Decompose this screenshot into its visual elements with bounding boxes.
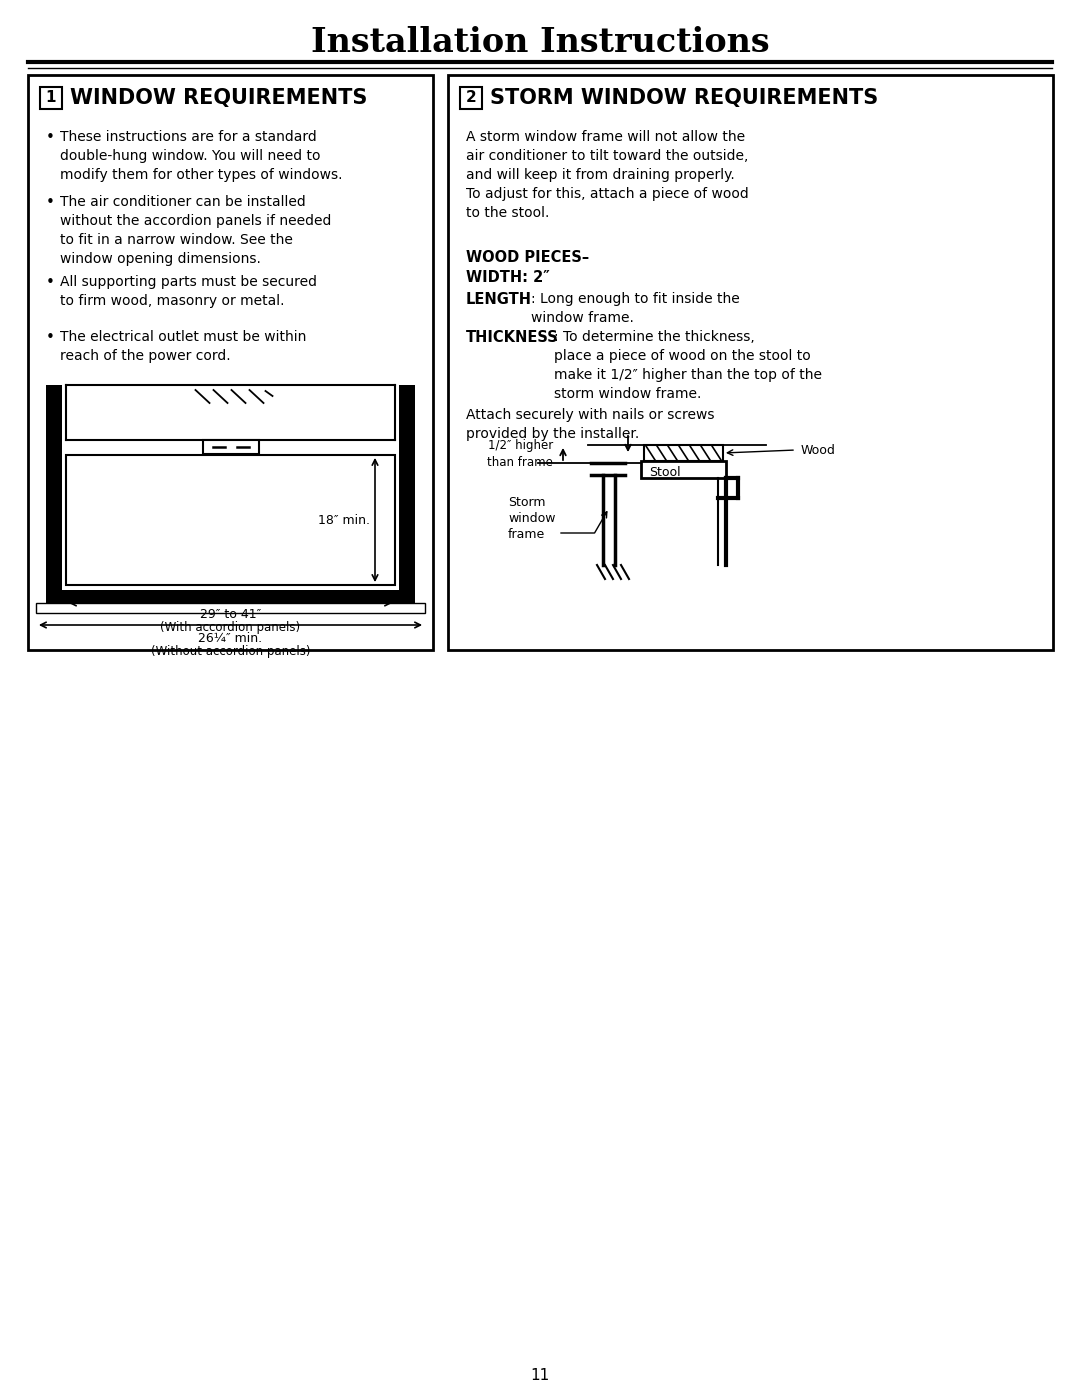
Text: WOOD PIECES–: WOOD PIECES–	[465, 250, 589, 265]
Bar	[46, 590, 415, 604]
Text: WINDOW REQUIREMENTS: WINDOW REQUIREMENTS	[70, 88, 367, 108]
Text: LENGTH: LENGTH	[465, 292, 532, 307]
Text: 11: 11	[530, 1368, 550, 1383]
Text: Installation Instructions: Installation Instructions	[311, 25, 769, 59]
Text: Stool: Stool	[649, 467, 680, 479]
Text: 1/2″ higher
than frame: 1/2″ higher than frame	[487, 440, 553, 468]
Text: The electrical outlet must be within
reach of the power cord.: The electrical outlet must be within rea…	[60, 330, 307, 363]
Text: (Without accordion panels): (Without accordion panels)	[151, 645, 310, 658]
Text: •: •	[46, 330, 55, 345]
Text: Wood: Wood	[801, 443, 836, 457]
Bar	[644, 446, 723, 461]
Text: WIDTH: 2″: WIDTH: 2″	[465, 270, 550, 285]
Text: STORM WINDOW REQUIREMENTS: STORM WINDOW REQUIREMENTS	[490, 88, 878, 108]
Text: 26¼″ min.: 26¼″ min.	[199, 633, 262, 645]
Text: These instructions are for a standard
double-hung window. You will need to
modif: These instructions are for a standard do…	[60, 130, 342, 182]
Text: The air conditioner can be installed
without the accordion panels if needed
to f: The air conditioner can be installed wit…	[60, 196, 332, 265]
Text: 1: 1	[45, 91, 56, 106]
Text: (With accordion panels): (With accordion panels)	[161, 622, 300, 634]
Text: All supporting parts must be secured
to firm wood, masonry or metal.: All supporting parts must be secured to …	[60, 275, 318, 307]
Text: A storm window frame will not allow the
air conditioner to tilt toward the outsi: A storm window frame will not allow the …	[465, 130, 748, 219]
Text: THICKNESS: THICKNESS	[465, 330, 558, 345]
Text: Storm
window
frame: Storm window frame	[508, 496, 555, 541]
Bar	[448, 75, 1053, 650]
Bar	[66, 455, 395, 585]
Text: •: •	[46, 196, 55, 210]
Bar	[40, 87, 62, 109]
Text: : Long enough to fit inside the
window frame.: : Long enough to fit inside the window f…	[531, 292, 740, 326]
Text: 29″ to 41″: 29″ to 41″	[200, 609, 261, 622]
Text: 18″ min.: 18″ min.	[318, 514, 370, 527]
Text: : To determine the thickness,
place a piece of wood on the stool to
make it 1/2″: : To determine the thickness, place a pi…	[554, 330, 822, 401]
Bar	[28, 75, 433, 650]
Bar	[642, 461, 726, 478]
Bar	[203, 440, 258, 454]
Bar	[460, 87, 482, 109]
Bar	[399, 386, 415, 590]
Text: Attach securely with nails or screws
provided by the installer.: Attach securely with nails or screws pro…	[465, 408, 715, 441]
Bar	[46, 386, 62, 590]
Text: •: •	[46, 130, 55, 145]
Text: 2: 2	[465, 91, 476, 106]
Text: •: •	[46, 275, 55, 291]
Bar	[36, 604, 426, 613]
